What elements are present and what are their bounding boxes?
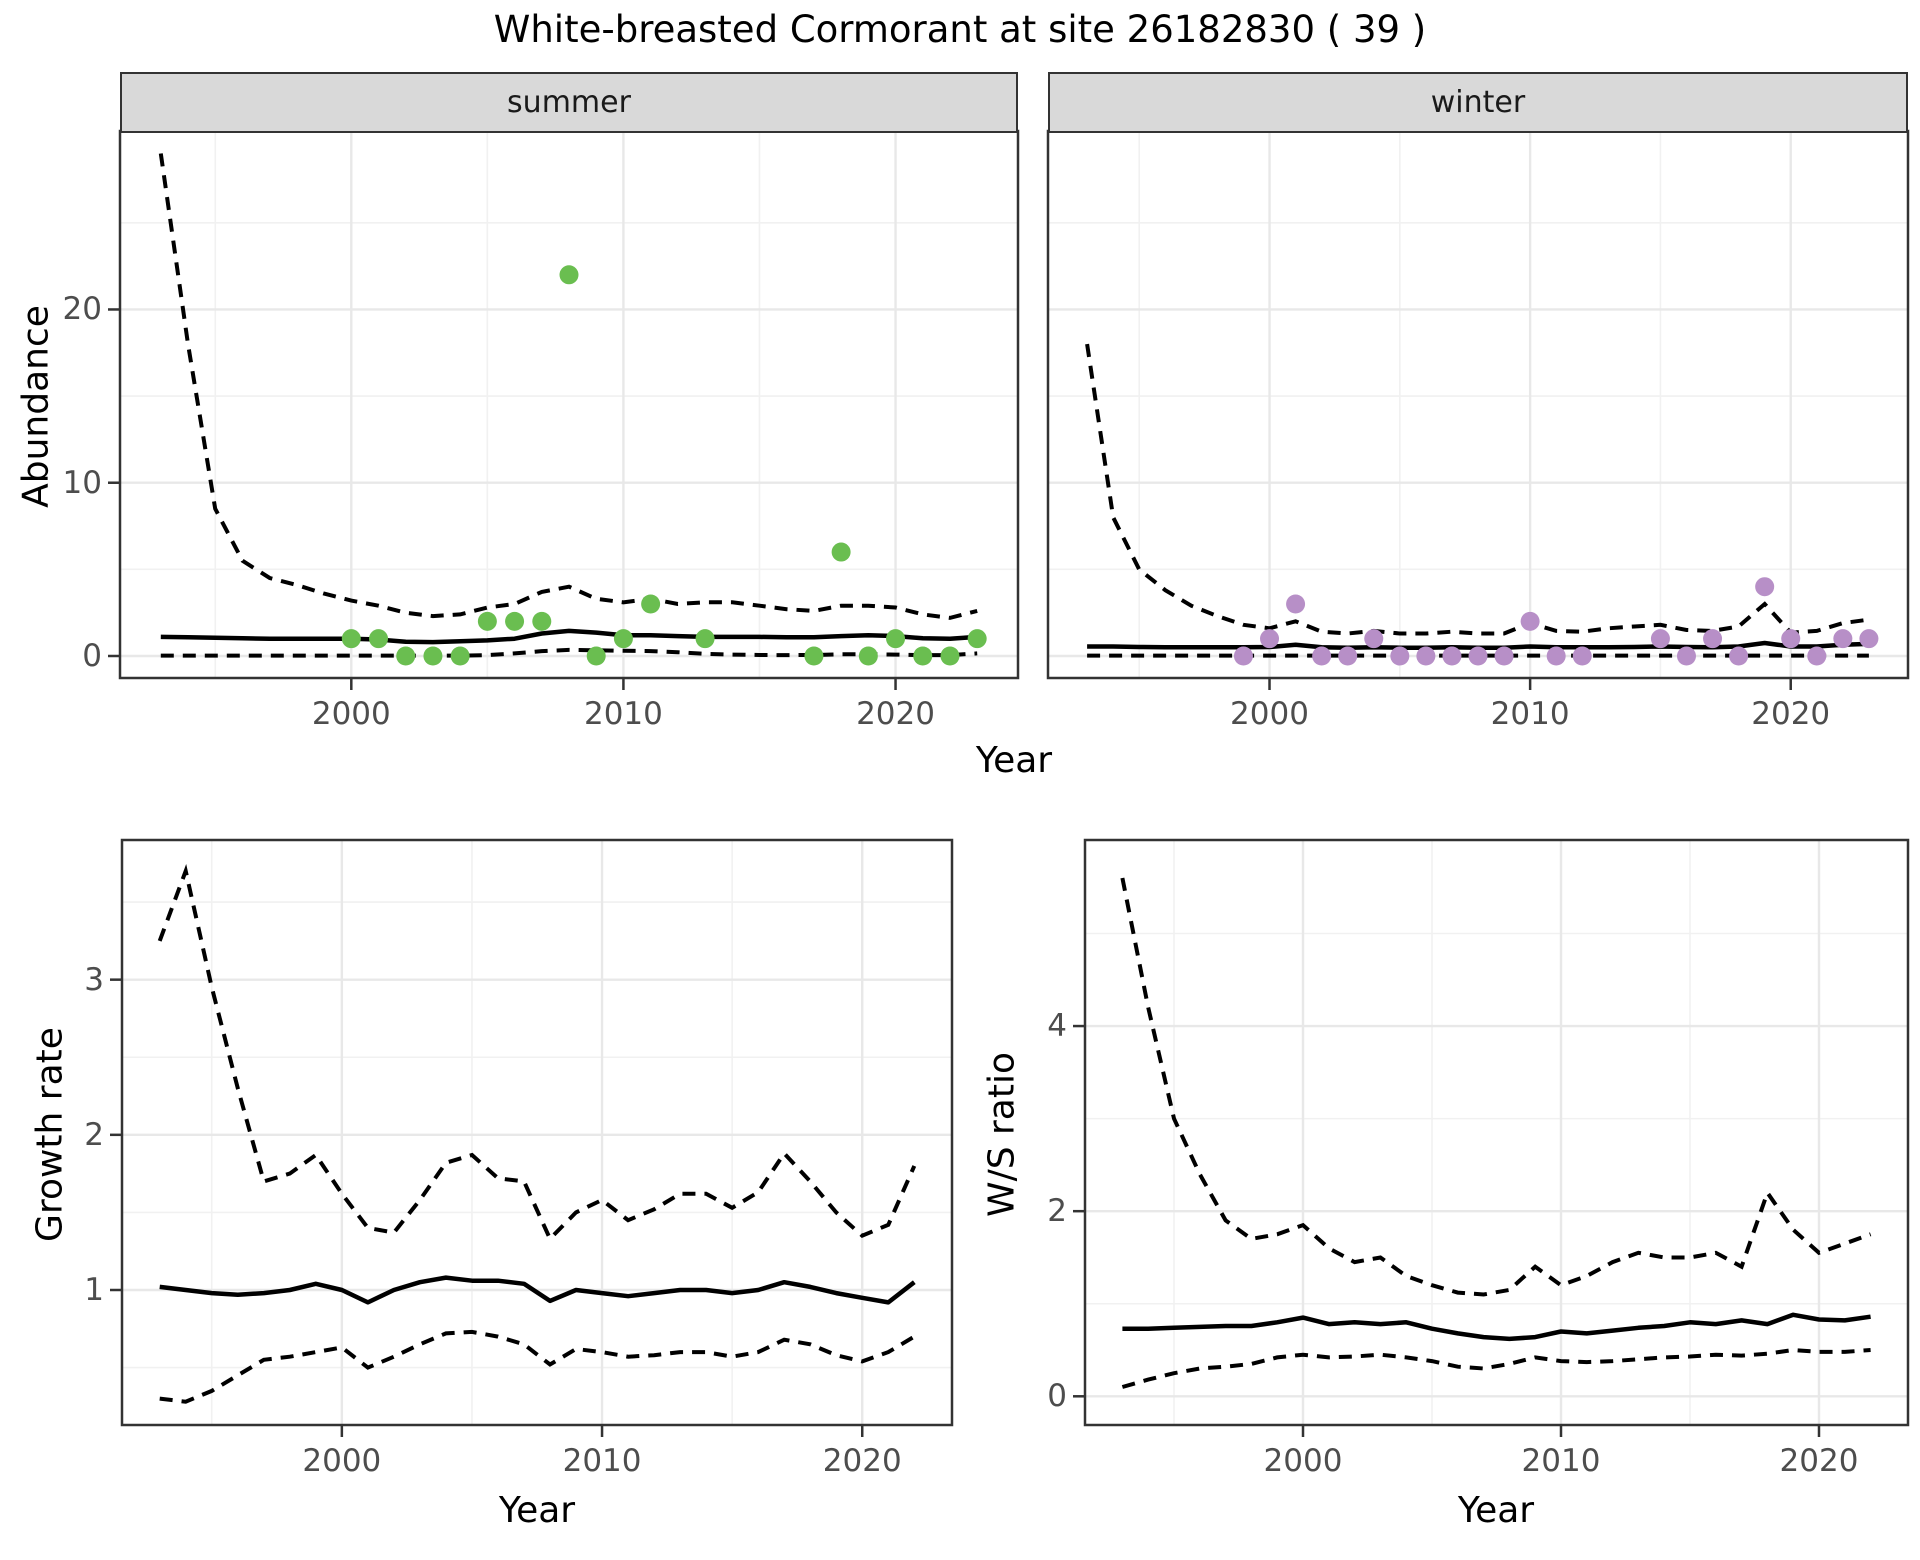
winter-data-point [1286, 594, 1306, 614]
summer-data-point [396, 646, 416, 666]
winter-data-point [1546, 646, 1566, 666]
winter-data-point [1650, 629, 1670, 649]
summer-data-point [858, 646, 878, 666]
winter-data-point [1572, 646, 1592, 666]
summer-data-point [341, 629, 361, 649]
ws-median-line [1122, 1312, 1871, 1342]
summer-data-point [804, 646, 824, 666]
winter-data-point [1781, 629, 1801, 649]
ws-x-tick-label: 2020 [1779, 1443, 1859, 1479]
winter-data-point [1494, 646, 1514, 666]
ws-y-tick-label: 0 [1047, 1378, 1067, 1415]
summer-data-point [940, 646, 960, 666]
summer-panel-bg [120, 131, 1018, 678]
winter-data-point [1416, 646, 1436, 666]
summer-lower-ci-line [160, 647, 978, 658]
summer-x-tick-label: 2020 [856, 696, 935, 732]
summer-median-line [160, 628, 978, 645]
winter-x-tick-label: 2020 [1751, 696, 1831, 732]
summer-data-point [886, 629, 906, 649]
summer-data-point [586, 646, 606, 666]
facet-strip-summer: summer [120, 72, 1018, 133]
summer-data-point [559, 265, 579, 285]
growth-panel-bg [122, 840, 952, 1425]
growth-y-tick-label: 2 [84, 1116, 104, 1153]
summer-data-point [913, 646, 933, 666]
growth-y-tick-label: 3 [84, 961, 104, 998]
winter-data-point [1260, 629, 1280, 649]
winter-data-point [1312, 646, 1332, 666]
ws-ratio-axis-title: W/S ratio [981, 1051, 1023, 1218]
summer-data-point [831, 542, 851, 562]
summer-y-tick-label: 20 [62, 291, 102, 328]
ws-y-tick-label: 2 [1047, 1193, 1067, 1230]
winter-data-point [1703, 629, 1723, 649]
growth-y-tick-label: 1 [84, 1272, 104, 1308]
year-axis-title-ws: Year [1457, 1490, 1535, 1531]
winter-data-point [1520, 611, 1540, 631]
year-axis-title-top: Year [975, 740, 1053, 781]
summer-data-point [505, 611, 525, 631]
winter-data-point [1338, 646, 1358, 666]
summer-y-tick-label: 0 [82, 637, 102, 674]
summer-data-point [369, 629, 389, 649]
plot-title: White-breasted Cormorant at site 2618283… [493, 8, 1427, 51]
summer-data-point [532, 611, 552, 631]
summer-data-point [641, 594, 661, 614]
winter-panel-bg [1048, 131, 1908, 678]
winter-data-point [1833, 629, 1853, 649]
ws-lower-ci-line [1121, 1347, 1871, 1389]
winter-x-tick-label: 2000 [1230, 696, 1309, 732]
winter-data-point [1390, 646, 1410, 666]
growth-x-tick-label: 2020 [822, 1443, 902, 1479]
winter-data-point [1442, 646, 1462, 666]
summer-data-point [695, 629, 715, 649]
year-axis-title-growth: Year [498, 1490, 576, 1531]
ws-y-tick-label: 4 [1047, 1008, 1067, 1045]
winter-data-point [1859, 629, 1879, 649]
winter-data-point [1233, 646, 1253, 666]
winter-data-point [1729, 646, 1749, 666]
ws-upper-ci-line [1120, 877, 1872, 1297]
growth-x-tick-label: 2000 [302, 1443, 382, 1479]
summer-data-point [477, 611, 497, 631]
summer-data-point [423, 646, 443, 666]
ws-x-tick-label: 2010 [1521, 1443, 1601, 1479]
winter-data-point [1364, 629, 1384, 649]
winter-data-point [1755, 577, 1775, 597]
abundance-axis-title: Abundance [15, 305, 57, 508]
ws-panel-border [1083, 838, 1910, 1427]
summer-data-point [450, 646, 470, 666]
growth-x-tick-label: 2010 [562, 1443, 642, 1479]
summer-data-point [967, 629, 987, 649]
winter-data-point [1807, 646, 1827, 666]
growth-upper-ci-line [157, 863, 917, 1243]
facet-strip-winter-label: winter [1430, 85, 1526, 120]
summer-y-tick-label: 10 [62, 464, 102, 501]
growth-median-line [159, 1275, 916, 1305]
facet-strip-winter: winter [1048, 72, 1908, 133]
winter-x-tick-label: 2010 [1490, 696, 1570, 732]
summer-x-tick-label: 2010 [583, 696, 663, 732]
summer-data-point [613, 629, 633, 649]
winter-data-point [1676, 646, 1696, 666]
growth-lower-ci-line [159, 1329, 916, 1404]
growth-panel-border [120, 838, 954, 1427]
summer-x-tick-label: 2000 [311, 696, 391, 732]
facet-strip-summer-label: summer [507, 85, 631, 120]
ws-x-tick-label: 2000 [1263, 1443, 1343, 1479]
summer-upper-ci-line [158, 153, 978, 620]
winter-data-point [1468, 646, 1488, 666]
